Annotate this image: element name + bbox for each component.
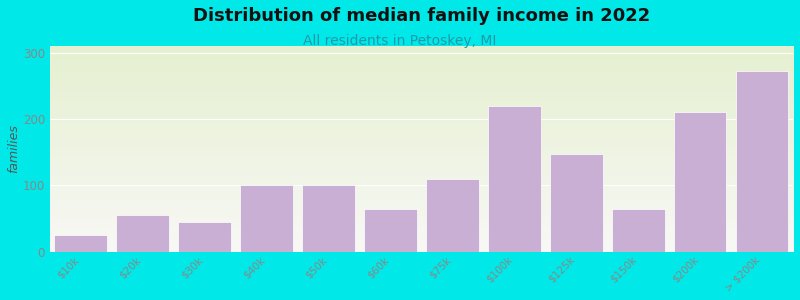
- Bar: [736, 70, 789, 252]
- Bar: [426, 179, 478, 252]
- Bar: [117, 215, 169, 252]
- Bar: [302, 185, 355, 252]
- Bar: [364, 209, 417, 252]
- Title: Distribution of median family income in 2022: Distribution of median family income in …: [193, 7, 650, 25]
- Bar: [612, 209, 665, 252]
- Text: All residents in Petoskey, MI: All residents in Petoskey, MI: [303, 34, 497, 47]
- Bar: [178, 222, 231, 252]
- Bar: [674, 112, 726, 252]
- Y-axis label: families: families: [7, 124, 20, 173]
- Bar: [240, 185, 293, 252]
- Bar: [488, 106, 541, 252]
- Bar: [54, 235, 107, 252]
- Bar: [550, 154, 602, 252]
